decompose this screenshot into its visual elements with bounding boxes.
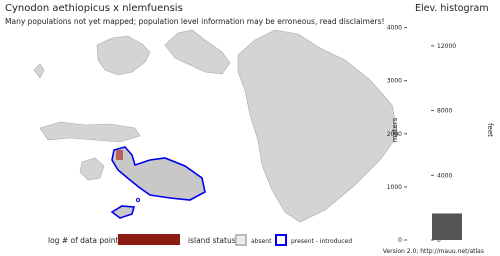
title: Cynodon aethiopicus x nlemfuensis — [5, 3, 183, 14]
data-point — [116, 150, 123, 160]
island — [111, 146, 206, 201]
legend-label: island status — [188, 236, 236, 245]
y2-tick-label: 12000 — [437, 43, 456, 50]
version: Version 2.0; http://mauu.net/atlas — [383, 248, 484, 255]
y-tick-label: 0 — [398, 237, 402, 244]
y-tick-label: 2000 — [387, 131, 402, 138]
y2-axis-label: feet — [486, 123, 494, 137]
island — [79, 157, 105, 181]
legend-swatch — [275, 234, 287, 246]
island — [237, 29, 399, 223]
legend-swatch — [235, 234, 247, 246]
y-axis-label: meters — [391, 117, 399, 142]
legend-label: absent — [251, 238, 272, 245]
histogram-title: Elev. histogram — [415, 3, 489, 14]
y-tick-label: 3000 — [387, 78, 402, 85]
histogram-bar — [432, 213, 462, 240]
y-tick-label: 1000 — [387, 184, 402, 191]
legend-label: present - introduced — [291, 238, 352, 245]
island — [96, 35, 151, 76]
histogram: 0 1000 2000 3000 4000 0 4000 8000 12000 meters fee… — [387, 25, 494, 244]
island — [33, 63, 45, 79]
y-tick-label: 4000 — [387, 25, 402, 32]
map — [33, 29, 399, 223]
subtitle: Many populations not yet mapped; populat… — [5, 17, 385, 26]
island — [136, 198, 140, 202]
y2-tick-label: 4000 — [437, 172, 452, 179]
legend-label: log # of data points — [48, 236, 123, 245]
y2-tick-label: 0 — [437, 237, 441, 244]
island — [39, 121, 141, 143]
legend: log # of data points island status absent p… — [48, 234, 352, 246]
legend-swatch — [118, 234, 180, 245]
y2-tick-label: 8000 — [437, 108, 452, 115]
island — [164, 29, 231, 75]
island — [110, 205, 136, 219]
